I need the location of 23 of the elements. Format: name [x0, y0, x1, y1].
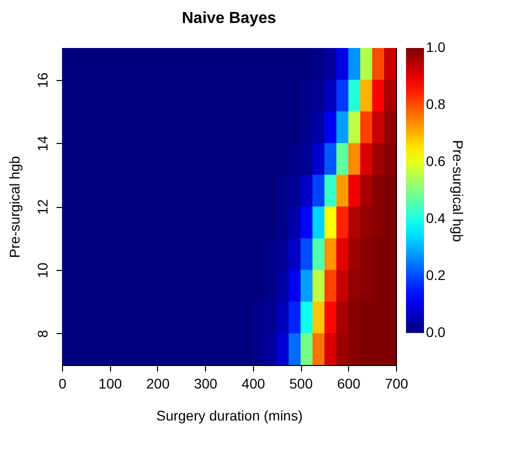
- y-tick-label: 8: [34, 330, 50, 338]
- color-bar-label: 0.6: [426, 153, 446, 169]
- y-tick-label: 14: [34, 136, 50, 152]
- x-tick-label: 400: [242, 376, 266, 392]
- x-axis-title: Surgery duration (mins): [156, 408, 303, 424]
- x-tick-label: 600: [337, 376, 361, 392]
- color-bar-label: 0.8: [426, 96, 446, 112]
- y-tick-label: 12: [34, 199, 50, 215]
- x-tick-label: 700: [384, 376, 408, 392]
- y-tick-label: 10: [34, 262, 50, 278]
- color-bar-label: 0.0: [426, 324, 446, 340]
- color-bar-title: Pre-surgical hgb: [450, 140, 466, 242]
- x-tick-label: 200: [146, 376, 170, 392]
- y-axis-title: Pre-surgical hgb: [6, 156, 22, 258]
- color-bar-label: 1.0: [426, 39, 446, 55]
- chart-title: Naive Bayes: [182, 10, 276, 27]
- x-tick-label: 500: [289, 376, 313, 392]
- color-bar-label: 0.4: [426, 210, 446, 226]
- x-tick-label: 0: [58, 376, 67, 392]
- y-tick-label: 16: [34, 72, 50, 88]
- color-bar-label: 0.2: [426, 267, 446, 283]
- x-tick-label: 100: [98, 376, 122, 392]
- x-tick-label: 300: [194, 376, 218, 392]
